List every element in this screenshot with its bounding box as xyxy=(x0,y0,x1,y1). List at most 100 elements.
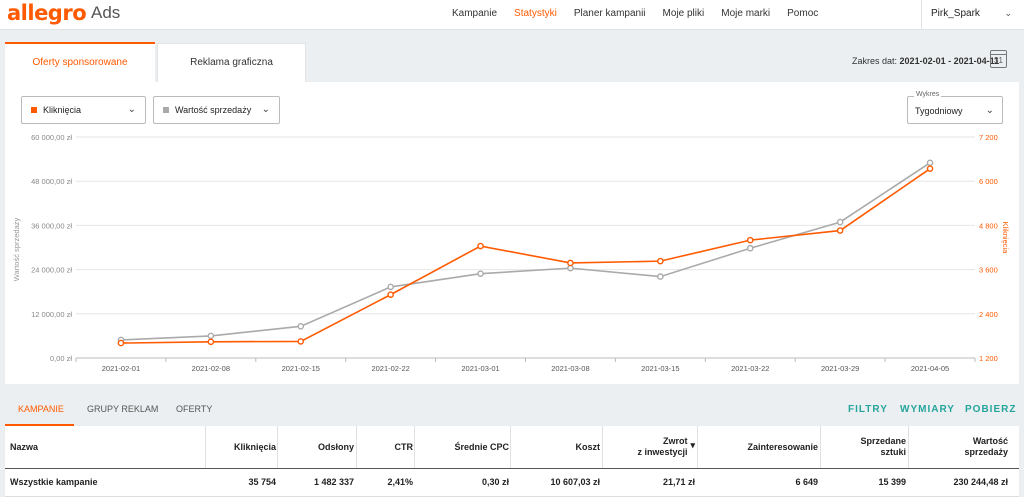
table-cell: 6 649 xyxy=(795,477,818,487)
table-cell: 10 607,03 zł xyxy=(550,477,600,487)
column-header[interactable]: Odsłony xyxy=(279,426,354,468)
x-tick-label: 2021-03-29 xyxy=(821,364,859,373)
filters-button[interactable]: FILTRY xyxy=(848,404,888,415)
right-axis-label: Kliknięcia xyxy=(1001,222,1010,255)
dimensions-button[interactable]: WYMIARY xyxy=(900,404,955,415)
column-header[interactable]: Średnie CPC xyxy=(416,426,509,468)
calendar-icon[interactable]: 31 xyxy=(990,50,1007,68)
column-header-text: Wartość sprzedaży xyxy=(964,436,1008,458)
right-tick-label: 6 000 xyxy=(979,177,998,186)
column-header-line: Wartość xyxy=(972,436,1008,446)
nav-pomoc[interactable]: Pomoc xyxy=(787,8,819,19)
table-cell: 230 244,48 zł xyxy=(953,477,1008,487)
campaigns-table: Nazwa Kliknięcia Odsłony CTR Średnie CPC Kosz… xyxy=(5,426,1019,497)
subtab-oferty[interactable]: OFERTY xyxy=(176,404,213,414)
column-header-line: z inwestycji xyxy=(637,447,688,457)
chevron-down-icon: ⌄ xyxy=(985,105,994,116)
column-divider xyxy=(414,426,415,468)
chart-panel xyxy=(5,82,1019,384)
column-header-line: Nazwa xyxy=(10,441,39,452)
column-header-text: Koszt xyxy=(576,442,601,453)
x-tick-label: 2021-02-08 xyxy=(192,364,230,373)
nav-planer-kampanii[interactable]: Planer kampanii xyxy=(573,8,646,19)
allegro-logo[interactable]: allegro xyxy=(7,1,87,25)
data-point-clicks xyxy=(657,257,664,265)
tab-sponsored-offers[interactable]: Oferty sponsorowane xyxy=(5,42,155,82)
column-header-text: CTR xyxy=(395,442,414,453)
table-cell: 21,71 zł xyxy=(662,477,695,487)
x-tick-label: 2021-02-01 xyxy=(102,364,140,373)
data-point-sales xyxy=(297,323,305,330)
x-tick-label: 2021-04-05 xyxy=(911,364,949,373)
nav-moje-marki[interactable]: Moje marki xyxy=(721,8,771,19)
table-cell: 15 399 xyxy=(878,477,906,487)
table-cell: 0,30 zł xyxy=(481,477,509,487)
column-header[interactable]: Kliknięcia xyxy=(208,426,276,468)
right-tick-label: 7 200 xyxy=(979,133,998,142)
metric2-label: Wartość sprzedaży xyxy=(175,105,252,115)
right-tick-label: 4 800 xyxy=(979,221,998,230)
user-menu[interactable]: Pirk_Spark ⌄ xyxy=(921,0,1024,30)
column-header-line: Zainteresowanie xyxy=(747,441,818,452)
x-tick-label: 2021-03-15 xyxy=(641,364,679,373)
metric2-select[interactable]: Wartość sprzedaży ⌄ xyxy=(153,96,280,124)
tab-display-ads[interactable]: Reklama graficzna xyxy=(157,43,306,83)
column-divider xyxy=(908,426,909,468)
download-button[interactable]: POBIERZ xyxy=(965,404,1017,415)
right-tick-label: 3 600 xyxy=(979,266,998,275)
column-header[interactable]: Wartość sprzedaży xyxy=(909,426,1008,468)
data-point-clicks xyxy=(926,165,934,172)
top-bar: allegro Ads Kampanie Statystyki Planer k… xyxy=(0,0,1024,30)
column-header-text: Odsłony xyxy=(318,442,354,453)
column-header-line: sprzedaży xyxy=(964,447,1008,457)
column-header-text: Zainteresowanie xyxy=(747,442,818,453)
column-header[interactable]: Nazwa xyxy=(10,426,160,468)
nav-moje-pliki[interactable]: Moje pliki xyxy=(662,8,705,19)
ads-logo-suffix: Ads xyxy=(91,3,121,22)
left-axis-label: Wartość sprzedaży xyxy=(12,218,21,282)
subtab-grupy-reklam[interactable]: GRUPY REKLAM xyxy=(87,404,159,414)
x-tick-label: 2021-03-08 xyxy=(551,364,589,373)
column-header-line: Koszt xyxy=(575,441,601,452)
data-point-sales xyxy=(657,273,664,280)
x-tick-label: 2021-03-22 xyxy=(731,364,769,373)
left-tick-label: 48 000,00 zł xyxy=(31,177,72,186)
series-line-clicks xyxy=(120,168,931,344)
data-point-sales xyxy=(567,264,574,272)
chart-period-value: Tygodniowy xyxy=(915,106,963,116)
left-tick-label: 60 000,00 zł xyxy=(31,133,72,142)
table-cell: 1 482 337 xyxy=(313,477,354,487)
main-nav: Kampanie Statystyki Planer kampanii Moje… xyxy=(452,8,835,19)
sort-desc-icon[interactable]: ▾ xyxy=(690,440,695,450)
nav-kampanie[interactable]: Kampanie xyxy=(452,8,498,19)
column-header-line: Odsłony xyxy=(317,441,354,452)
column-header-text: Sprzedane sztuki xyxy=(860,436,906,458)
column-header-text: Średnie CPC xyxy=(454,442,509,453)
x-tick-label: 2021-03-01 xyxy=(461,364,499,373)
metric1-select[interactable]: Kliknięcia ⌄ xyxy=(21,96,146,124)
column-divider xyxy=(602,426,603,468)
column-header-line: Kliknięcia xyxy=(233,441,276,452)
row-name-cell[interactable]: Wszystkie kampanie xyxy=(10,477,98,487)
row-divider xyxy=(5,468,1019,469)
table-cell: 35 754 xyxy=(248,477,276,487)
chart-period-select[interactable]: Wykres Tygodniowy ⌄ xyxy=(907,91,1003,124)
left-tick-label: 36 000,00 zł xyxy=(31,221,72,230)
column-header-text: Kliknięcia xyxy=(234,442,276,453)
metric1-color-square xyxy=(31,106,37,113)
column-header[interactable]: CTR xyxy=(357,426,414,468)
column-header[interactable]: Sprzedane sztuki xyxy=(821,426,906,468)
column-header[interactable]: Zwrot z inwestycji ▾ xyxy=(603,426,695,468)
column-header[interactable]: Zainteresowanie xyxy=(698,426,818,468)
chevron-down-icon: ⌄ xyxy=(127,104,136,115)
nav-statystyki[interactable]: Statystyki xyxy=(514,8,557,19)
table-cell: 2,41% xyxy=(387,477,413,487)
subtab-kampanie[interactable]: KAMPANIE xyxy=(18,404,64,414)
right-tick-label: 2 400 xyxy=(979,310,998,319)
column-header-text: Nazwa xyxy=(10,442,38,453)
data-point-clicks xyxy=(207,338,215,346)
column-divider xyxy=(697,426,698,468)
data-point-clicks xyxy=(387,291,394,298)
data-point-clicks xyxy=(746,236,754,244)
column-header[interactable]: Koszt xyxy=(512,426,601,468)
